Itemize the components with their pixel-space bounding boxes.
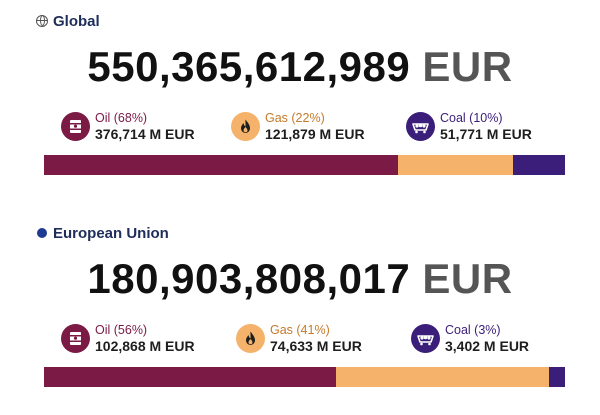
- fuel-value: 3,402 M EUR: [445, 338, 530, 354]
- fuel-value: 121,879 M EUR: [265, 126, 365, 142]
- fuel-breakdown: Oil (68%) 376,714 M EUR Gas (22%) 121,87…: [0, 110, 600, 150]
- oil-barrel-icon: [61, 111, 90, 141]
- fuel-label: Oil (68%): [95, 111, 148, 125]
- fuel-gas: Gas (41%) 74,633 M EUR: [236, 322, 362, 354]
- share-bar: [44, 155, 565, 175]
- region-header-eu: European Union: [36, 222, 169, 244]
- oil-barrel-icon: [61, 323, 90, 353]
- total-currency: EUR: [422, 43, 513, 90]
- share-bar: [44, 367, 565, 387]
- fuel-oil: Oil (56%) 102,868 M EUR: [61, 322, 195, 354]
- fuel-breakdown: Oil (56%) 102,868 M EUR Gas (41%) 74,633…: [0, 322, 600, 362]
- share-bar-oil: [44, 155, 399, 175]
- globe-icon: [36, 15, 48, 27]
- coal-cart-icon: [411, 323, 440, 353]
- total-subsidies: 180,903,808,017 EUR: [0, 254, 600, 304]
- fuel-oil: Oil (68%) 376,714 M EUR: [61, 110, 195, 142]
- region-label: Global: [53, 12, 100, 30]
- dot-icon: [37, 228, 47, 238]
- share-bar-gas: [335, 367, 550, 387]
- fuel-label: Gas (22%): [265, 111, 325, 125]
- total-number: 180,903,808,017: [87, 255, 411, 302]
- share-bar-oil: [44, 367, 336, 387]
- fuel-gas: Gas (22%) 121,879 M EUR: [231, 110, 365, 142]
- fuel-coal: Coal (10%) 51,771 M EUR: [406, 110, 532, 142]
- fuel-coal: Coal (3%) 3,402 M EUR: [411, 322, 529, 354]
- share-bar-coal: [512, 155, 565, 175]
- total-subsidies: 550,365,612,989 EUR: [0, 42, 600, 92]
- share-bar-coal: [549, 367, 565, 387]
- fuel-value: 376,714 M EUR: [95, 126, 195, 142]
- fuel-value: 102,868 M EUR: [95, 338, 195, 354]
- region-label: European Union: [53, 224, 169, 242]
- fuel-label: Coal (3%): [445, 323, 501, 337]
- total-number: 550,365,612,989: [87, 43, 411, 90]
- fuel-value: 51,771 M EUR: [440, 126, 532, 142]
- share-bar-gas: [398, 155, 513, 175]
- fuel-value: 74,633 M EUR: [270, 338, 362, 354]
- fuel-label: Coal (10%): [440, 111, 503, 125]
- flame-icon: [231, 111, 260, 141]
- fuel-label: Oil (56%): [95, 323, 148, 337]
- region-header-global: Global: [36, 10, 100, 32]
- total-currency: EUR: [422, 255, 513, 302]
- coal-cart-icon: [406, 111, 435, 141]
- fuel-label: Gas (41%): [270, 323, 330, 337]
- flame-icon: [236, 323, 265, 353]
